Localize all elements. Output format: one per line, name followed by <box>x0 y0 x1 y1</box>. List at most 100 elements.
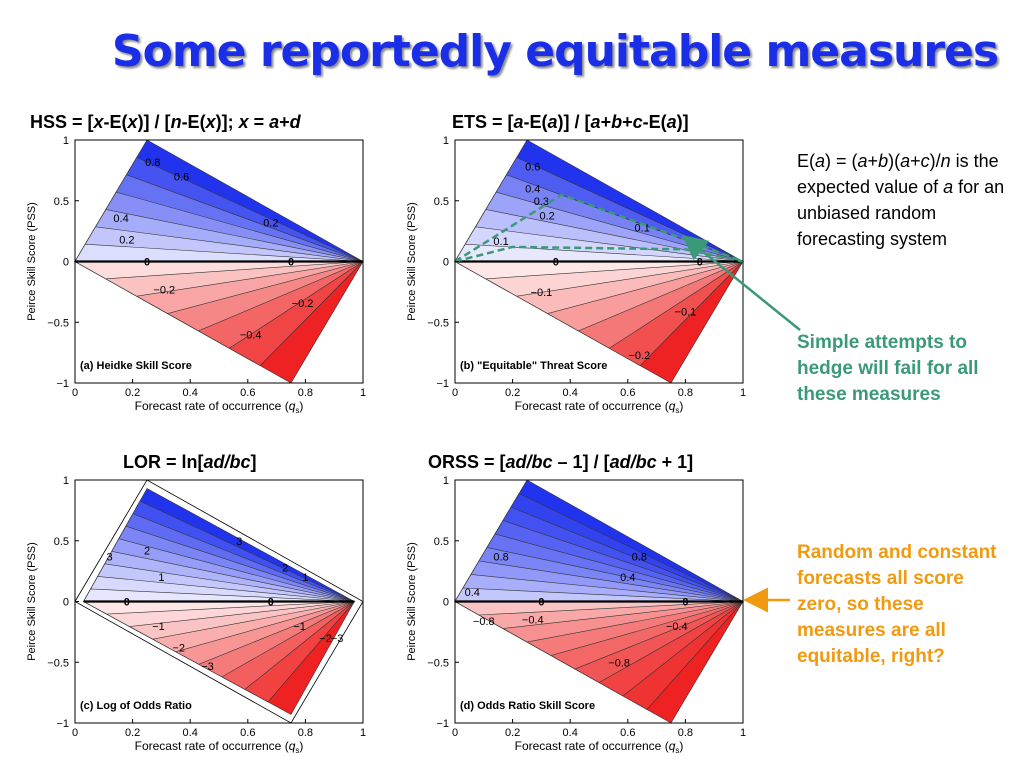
hss-formula: HSS = [x-E(x)] / [n-E(x)]; x = a+d <box>30 112 301 132</box>
lor-ytick-label: −1 <box>56 718 69 730</box>
ets-contour-label: 0.2 <box>540 210 555 222</box>
lor-contour-label: −3 <box>201 661 214 673</box>
hss-ytick-label: 0.5 <box>54 196 69 208</box>
hss-xtick-label: 0 <box>72 387 78 399</box>
lor-xtick-label: 0 <box>72 727 78 739</box>
lor-xtick-label: 0.2 <box>125 727 140 739</box>
ets-xtick-label: 0.4 <box>563 387 578 399</box>
orss-contour-label: 0.4 <box>620 572 635 584</box>
hss-ytick-label: −1 <box>56 378 69 390</box>
ets-ytick-label: 1 <box>443 135 449 147</box>
ets-contour-label: −0.1 <box>531 287 553 299</box>
hss-xtick-label: 0.8 <box>298 387 313 399</box>
hss-contour-plot: 0.8 0.6 0.4 0.2 0.2 0 0 −0.2 −0.2 −0.4 0 0.2 0.4 0.6 0… <box>26 135 366 415</box>
orss-xtick-label: 0.8 <box>678 727 693 739</box>
orss-xtick-label: 1 <box>740 727 746 739</box>
hss-xlabel: Forecast rate of occurrence (qs) <box>135 399 304 415</box>
orss-contour-label: −0.4 <box>666 621 688 633</box>
hss-xtick-label: 0.2 <box>125 387 140 399</box>
lor-formula: LOR = ln[ad/bc] <box>123 452 257 472</box>
ets-ylabel: Peirce Skill Score (PSS) <box>406 202 418 321</box>
orss-ytick-label: −0.5 <box>427 657 449 669</box>
lor-ytick-label: 0.5 <box>54 536 69 548</box>
ets-contour-label: 0.3 <box>534 196 549 208</box>
orss-ylabel: Peirce Skill Score (PSS) <box>406 542 418 661</box>
hss-ytick-label: 1 <box>63 135 69 147</box>
orss-contour-plot: 0.8 0.8 0.4 0.4 0 0 −0.4 −0.4 −0.8 −0.8 0 0.2 0.4 0.6… <box>406 475 746 755</box>
hss-contour-label: −0.2 <box>292 298 314 310</box>
hedge-note: Simple attempts to hedge will fail for a… <box>797 332 979 405</box>
ets-contour-label: 0 <box>697 257 703 269</box>
ets-ytick-label: 0 <box>443 257 449 269</box>
lor-panel-label: (c) Log of Odds Ratio <box>80 700 192 712</box>
ets-contour-plot: 0.60.40.30.20.10.10 0−0.1−0.1−0.20 0.2 0.4 0… <box>406 135 746 415</box>
orss-xtick-label: 0.6 <box>620 727 635 739</box>
lor-contour-label: 0 <box>124 597 130 609</box>
hss-contour-label: 0.2 <box>119 235 134 247</box>
lor-ytick-label: 0 <box>63 597 69 609</box>
lor-ytick-label: −0.5 <box>47 657 69 669</box>
orss-ytick-label: 0.5 <box>434 536 449 548</box>
hss-ylabel: Peirce Skill Score (PSS) <box>26 202 38 321</box>
hss-xtick-label: 0.6 <box>240 387 255 399</box>
hedge-arrow <box>682 234 801 331</box>
ets-xtick-label: 0.8 <box>678 387 693 399</box>
orss-xtick-label: 0.2 <box>505 727 520 739</box>
lor-contour-label: −2 <box>319 633 332 645</box>
orss-xtick-label: 0.4 <box>563 727 578 739</box>
orss-ytick-label: 1 <box>443 475 449 487</box>
hss-contour-label: −0.2 <box>153 284 175 296</box>
hss-contour-label: 0.4 <box>113 213 128 225</box>
lor-contour-label: −1 <box>152 621 165 633</box>
ets-ytick-label: −0.5 <box>427 317 449 329</box>
lor-contour-label: 2 <box>282 562 288 574</box>
orss-contour-label: −0.8 <box>608 657 630 669</box>
orss-ytick-label: 0 <box>443 597 449 609</box>
orss-contour-label: −0.8 <box>473 616 495 628</box>
orss-ytick-label: −1 <box>436 718 449 730</box>
orss-xtick-label: 0 <box>452 727 458 739</box>
hss-contour-label: 0.6 <box>174 171 189 183</box>
ets-panel-label: (b) "Equitable" Threat Score <box>460 360 607 372</box>
ets-hedge-path-2 <box>454 245 744 263</box>
ets-formula: ETS = [a-E(a)] / [a+b+c-E(a)] <box>452 112 689 132</box>
ets-xlabel: Forecast rate of occurrence (qs) <box>515 399 684 415</box>
ets-contour-label: −0.1 <box>675 306 697 318</box>
hss-contour-label: 0.8 <box>145 157 160 169</box>
ets-ytick-label: 0.5 <box>434 196 449 208</box>
hss-ytick-label: −0.5 <box>47 317 69 329</box>
ets-contour-label: 0.4 <box>525 184 540 196</box>
lor-xtick-label: 0.8 <box>298 727 313 739</box>
orss-contour-label: 0.4 <box>465 587 480 599</box>
orss-contour-label: −0.4 <box>522 615 544 627</box>
orss-xlabel: Forecast rate of occurrence (qs) <box>515 739 684 755</box>
lor-ytick-label: 1 <box>63 475 69 487</box>
lor-contour-label: −2 <box>172 643 185 655</box>
lor-xlabel: Forecast rate of occurrence (qs) <box>135 739 304 755</box>
lor-xtick-label: 0.4 <box>183 727 198 739</box>
lor-ylabel: Peirce Skill Score (PSS) <box>26 542 38 661</box>
lor-xtick-label: 1 <box>360 727 366 739</box>
ets-xtick-label: 0.6 <box>620 387 635 399</box>
expected-value-note: E(a) = (a+b)(a+c)/n is the expected valu… <box>797 151 1005 249</box>
lor-contour-label: 0 <box>268 597 274 609</box>
orss-contour-label: 0 <box>682 597 688 609</box>
ets-contour-label: 0.6 <box>525 162 540 174</box>
lor-contour-label: 3 <box>236 536 242 548</box>
hss-contour-label: −0.4 <box>240 329 262 341</box>
ets-contour-label: 0 <box>553 257 559 269</box>
hss-contour-label: 0 <box>288 257 294 269</box>
hss-contour-label: 0 <box>144 257 150 269</box>
lor-contour-label: −1 <box>293 621 306 633</box>
lor-contour-label: 3 <box>106 552 112 564</box>
hss-contour-label: 0.2 <box>263 218 278 230</box>
equitable-note: Random and constant forecasts all score … <box>797 542 997 667</box>
lor-contour-label: 1 <box>158 572 164 584</box>
orss-panel-label: (d) Odds Ratio Skill Score <box>460 700 595 712</box>
ets-xtick-label: 1 <box>740 387 746 399</box>
hss-xtick-label: 1 <box>360 387 366 399</box>
ets-contour-label: −0.2 <box>628 350 650 362</box>
ets-xtick-label: 0.2 <box>505 387 520 399</box>
